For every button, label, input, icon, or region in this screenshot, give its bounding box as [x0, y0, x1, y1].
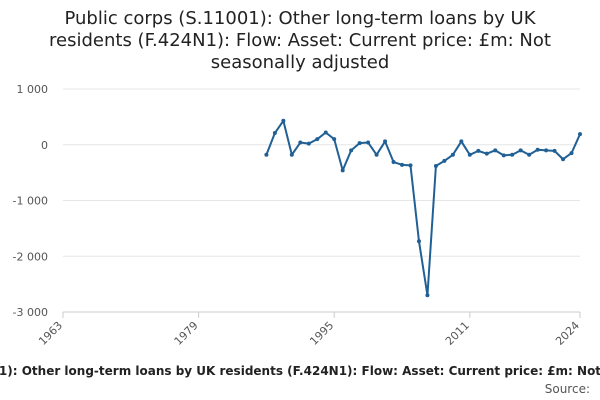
data-point	[476, 148, 481, 153]
data-point	[561, 157, 566, 162]
data-point	[400, 162, 405, 167]
data-point	[416, 239, 421, 244]
legend-label: Public corps (S.11001): Other long-term …	[0, 364, 600, 378]
y-tick-label: -2 000	[13, 250, 48, 263]
chart-title: Public corps (S.11001): Other long-term …	[49, 8, 551, 73]
data-point	[484, 151, 489, 156]
x-tick-label: 2011	[443, 319, 472, 348]
data-point	[408, 163, 413, 168]
data-point	[569, 151, 574, 156]
data-point	[433, 163, 438, 168]
data-point	[349, 148, 354, 153]
y-tick-label: -3 000	[13, 306, 48, 319]
data-point	[332, 137, 337, 142]
data-point	[374, 152, 379, 157]
grid	[63, 88, 580, 313]
chart-title-line: seasonally adjusted	[211, 52, 390, 73]
series-line	[265, 119, 581, 297]
series	[264, 118, 582, 298]
data-point	[459, 139, 464, 144]
data-point	[315, 137, 320, 142]
chart-title-line: Public corps (S.11001): Other long-term …	[64, 8, 536, 29]
data-point	[527, 152, 532, 157]
data-point	[281, 118, 286, 123]
data-point	[425, 293, 430, 298]
data-point	[289, 152, 294, 157]
data-point	[357, 141, 362, 146]
y-axis: 1 000 0 -1 000 -2 000 -3 000	[13, 83, 48, 319]
data-point	[535, 147, 540, 152]
data-point	[450, 152, 455, 157]
data-point	[501, 153, 506, 158]
data-point	[510, 152, 515, 157]
data-point	[272, 131, 277, 136]
data-point	[493, 148, 498, 153]
x-tick-label: 1963	[36, 319, 65, 348]
y-tick-label: -1 000	[13, 195, 48, 208]
data-point	[442, 158, 447, 163]
x-axis: 1963 1979 1995 2011 2024	[36, 311, 582, 348]
data-point	[264, 152, 269, 157]
x-tick-label: 1979	[172, 319, 201, 348]
data-point	[340, 168, 345, 173]
data-point	[306, 141, 311, 146]
x-tick-label: 1995	[307, 319, 336, 348]
data-point	[552, 148, 557, 153]
data-point	[366, 140, 371, 145]
data-point	[298, 140, 303, 145]
y-tick-label: 1 000	[17, 83, 49, 96]
data-point	[391, 160, 396, 165]
data-point	[467, 152, 472, 157]
y-tick-label: 0	[41, 139, 48, 152]
chart-title-line: residents (F.424N1): Flow: Asset: Curren…	[49, 30, 551, 51]
x-tick-label: 2024	[553, 319, 582, 348]
data-point	[383, 139, 388, 144]
data-point	[323, 130, 328, 135]
data-point	[518, 148, 523, 153]
data-point	[544, 148, 549, 153]
data-point	[578, 132, 582, 137]
source-label: Source:	[545, 382, 590, 396]
